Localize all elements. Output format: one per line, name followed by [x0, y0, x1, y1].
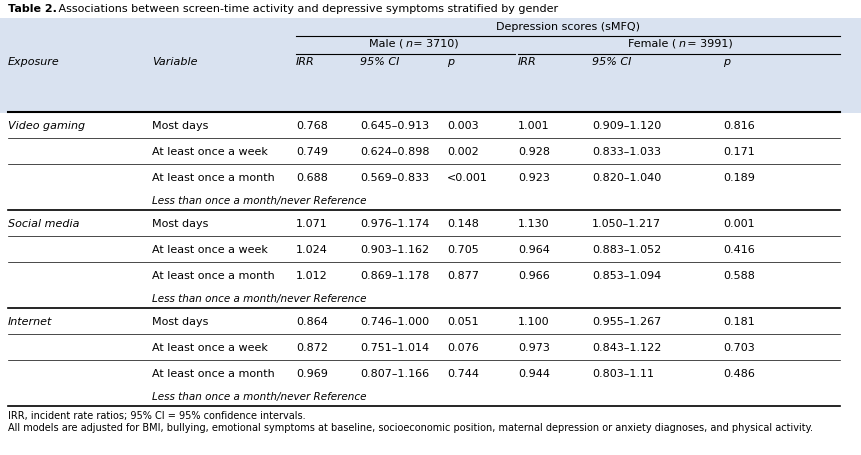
Text: 0.624–0.898: 0.624–0.898: [360, 147, 429, 157]
Text: At least once a week: At least once a week: [152, 245, 268, 255]
Text: 1.071: 1.071: [295, 219, 327, 229]
Text: p: p: [447, 57, 454, 67]
Text: Depression scores (sMFQ): Depression scores (sMFQ): [495, 22, 639, 32]
Text: 0.486: 0.486: [722, 369, 754, 379]
Text: 0.703: 0.703: [722, 343, 754, 353]
Text: 0.744: 0.744: [447, 369, 479, 379]
Text: 0.872: 0.872: [295, 343, 328, 353]
Text: 0.751–1.014: 0.751–1.014: [360, 343, 429, 353]
Text: 0.969: 0.969: [295, 369, 327, 379]
Text: 0.869–1.178: 0.869–1.178: [360, 271, 429, 281]
Text: Less than once a month/never Reference: Less than once a month/never Reference: [152, 294, 366, 304]
Text: IRR, incident rate ratios; 95% CI = 95% confidence intervals.: IRR, incident rate ratios; 95% CI = 95% …: [8, 411, 306, 421]
Text: At least once a week: At least once a week: [152, 147, 268, 157]
Text: Video gaming: Video gaming: [8, 121, 85, 131]
Text: 0.001: 0.001: [722, 219, 753, 229]
Text: At least once a month: At least once a month: [152, 271, 275, 281]
Text: 0.909–1.120: 0.909–1.120: [592, 121, 660, 131]
Text: 0.588: 0.588: [722, 271, 754, 281]
Text: 0.955–1.267: 0.955–1.267: [592, 317, 660, 327]
Text: Most days: Most days: [152, 121, 208, 131]
Text: 0.569–0.833: 0.569–0.833: [360, 173, 429, 183]
Text: Table 2.: Table 2.: [8, 4, 57, 14]
Text: 0.923: 0.923: [517, 173, 549, 183]
Text: 0.768: 0.768: [295, 121, 327, 131]
Text: 0.051: 0.051: [447, 317, 478, 327]
Text: 0.816: 0.816: [722, 121, 754, 131]
Text: 0.976–1.174: 0.976–1.174: [360, 219, 429, 229]
Text: Less than once a month/never Reference: Less than once a month/never Reference: [152, 196, 366, 206]
Text: 0.688: 0.688: [295, 173, 327, 183]
Text: 1.100: 1.100: [517, 317, 549, 327]
Text: At least once a month: At least once a month: [152, 173, 275, 183]
Text: At least once a week: At least once a week: [152, 343, 268, 353]
Text: IRR: IRR: [295, 57, 314, 67]
Text: 1.050–1.217: 1.050–1.217: [592, 219, 660, 229]
Text: 0.803–1.11: 0.803–1.11: [592, 369, 653, 379]
Text: 0.964: 0.964: [517, 245, 549, 255]
Text: 0.749: 0.749: [295, 147, 328, 157]
Text: 0.966: 0.966: [517, 271, 549, 281]
Text: Male (: Male (: [369, 39, 405, 49]
Text: Less than once a month/never Reference: Less than once a month/never Reference: [152, 392, 366, 402]
Text: All models are adjusted for BMI, bullying, emotional symptoms at baseline, socio: All models are adjusted for BMI, bullyin…: [8, 423, 812, 433]
Text: n: n: [678, 39, 685, 49]
Text: IRR: IRR: [517, 57, 536, 67]
Text: 0.746–1.000: 0.746–1.000: [360, 317, 429, 327]
Text: p: p: [722, 57, 729, 67]
Text: 0.148: 0.148: [447, 219, 479, 229]
Text: 0.843–1.122: 0.843–1.122: [592, 343, 660, 353]
Text: 0.076: 0.076: [447, 343, 478, 353]
Text: 0.903–1.162: 0.903–1.162: [360, 245, 429, 255]
Text: Most days: Most days: [152, 317, 208, 327]
Text: 0.864: 0.864: [295, 317, 327, 327]
Text: Social media: Social media: [8, 219, 79, 229]
Text: Associations between screen-time activity and depressive symptoms stratified by : Associations between screen-time activit…: [55, 4, 557, 14]
Text: 0.645–0.913: 0.645–0.913: [360, 121, 429, 131]
Bar: [0, 18, 861, 113]
Text: 0.928: 0.928: [517, 147, 549, 157]
Text: Most days: Most days: [152, 219, 208, 229]
Text: 0.883–1.052: 0.883–1.052: [592, 245, 660, 255]
Text: 0.807–1.166: 0.807–1.166: [360, 369, 429, 379]
Text: 0.171: 0.171: [722, 147, 754, 157]
Text: Internet: Internet: [8, 317, 53, 327]
Text: 0.853–1.094: 0.853–1.094: [592, 271, 660, 281]
Text: 0.003: 0.003: [447, 121, 478, 131]
Text: 1.130: 1.130: [517, 219, 549, 229]
Text: 0.833–1.033: 0.833–1.033: [592, 147, 660, 157]
Text: 0.002: 0.002: [447, 147, 478, 157]
Text: 1.024: 1.024: [295, 245, 327, 255]
Text: 0.181: 0.181: [722, 317, 754, 327]
Text: 95% CI: 95% CI: [592, 57, 630, 67]
Text: 0.189: 0.189: [722, 173, 754, 183]
Text: <0.001: <0.001: [447, 173, 487, 183]
Text: 0.944: 0.944: [517, 369, 549, 379]
Text: Female (: Female (: [628, 39, 678, 49]
Text: 0.877: 0.877: [447, 271, 479, 281]
Text: = 3710): = 3710): [411, 39, 459, 49]
Text: 1.001: 1.001: [517, 121, 549, 131]
Text: 95% CI: 95% CI: [360, 57, 399, 67]
Text: = 3991): = 3991): [684, 39, 732, 49]
Text: 0.705: 0.705: [447, 245, 478, 255]
Text: 1.012: 1.012: [295, 271, 327, 281]
Text: Variable: Variable: [152, 57, 197, 67]
Text: 0.973: 0.973: [517, 343, 549, 353]
Text: At least once a month: At least once a month: [152, 369, 275, 379]
Text: n: n: [405, 39, 412, 49]
Text: Exposure: Exposure: [8, 57, 59, 67]
Text: 0.416: 0.416: [722, 245, 754, 255]
Text: 0.820–1.040: 0.820–1.040: [592, 173, 660, 183]
